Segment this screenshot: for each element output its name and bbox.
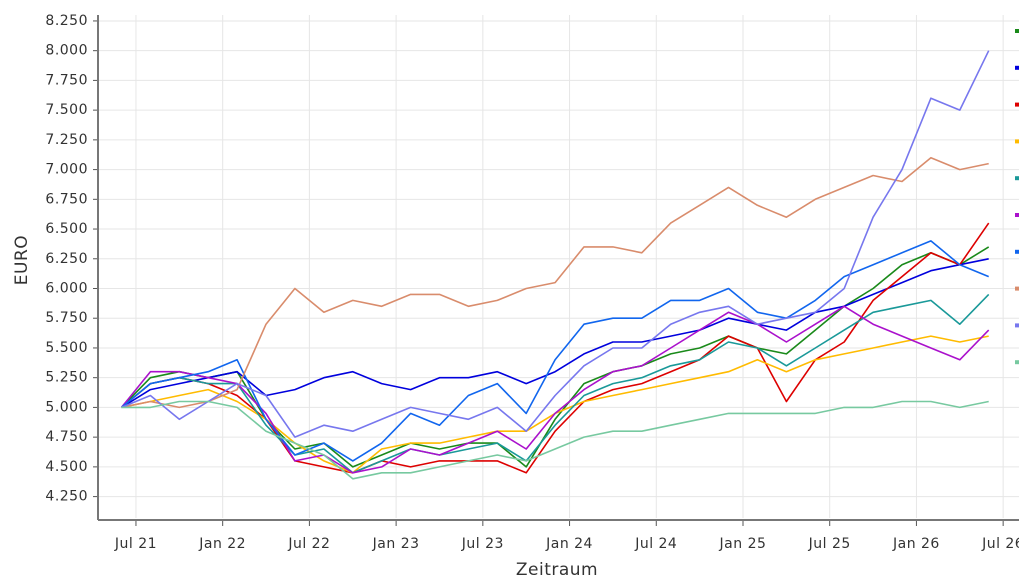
y-tick-label: 5.500 <box>45 340 88 356</box>
x-tick-label: Jul 22 <box>287 536 330 552</box>
y-tick-label: 4.250 <box>45 489 88 505</box>
y-tick-label: 7.250 <box>45 132 88 148</box>
x-axis-label: Zeitraum <box>516 560 598 580</box>
x-tick-label: Jan 23 <box>372 536 420 552</box>
x-tick-label: Jul 26 <box>981 536 1019 552</box>
series-line <box>120 305 990 474</box>
series-line <box>121 156 989 409</box>
legend-marker <box>1015 65 1019 70</box>
y-tick-label: 6.000 <box>45 280 88 296</box>
x-tick-label: Jul 21 <box>114 536 157 552</box>
series-line <box>120 240 990 462</box>
legend-marker <box>1015 139 1019 144</box>
legend-marker <box>1015 176 1019 181</box>
y-axis-label: EURO <box>12 235 32 285</box>
legend-marker <box>1015 323 1019 328</box>
y-tick-label: 5.750 <box>45 310 88 326</box>
legend-marker <box>1015 249 1019 254</box>
legend-marker <box>1015 213 1019 217</box>
legend-marker <box>1015 360 1019 365</box>
x-tick-label: Jul 24 <box>634 536 677 552</box>
y-tick-label: 6.750 <box>45 191 88 207</box>
y-tick-label: 8.250 <box>45 13 88 29</box>
legend-marker <box>1015 29 1019 33</box>
series-line <box>120 293 990 474</box>
y-tick-label: 4.500 <box>45 459 88 475</box>
y-tick-label: 5.000 <box>45 399 88 415</box>
series-line <box>121 50 990 438</box>
y-tick-label: 4.750 <box>45 429 88 445</box>
legend-marker <box>1015 286 1019 291</box>
y-tick-label: 6.250 <box>45 251 88 267</box>
x-tick-label: Jan 25 <box>719 536 767 552</box>
y-tick-label: 7.500 <box>45 102 88 118</box>
x-tick-label: Jul 23 <box>461 536 504 552</box>
legend-marker <box>1015 102 1019 107</box>
y-tick-label: 7.750 <box>45 72 88 88</box>
x-tick-label: Jan 26 <box>892 536 940 552</box>
y-tick-label: 6.500 <box>45 221 88 237</box>
series-line <box>121 400 989 480</box>
y-tick-label: 5.250 <box>45 370 88 386</box>
y-tick-label: 7.000 <box>45 162 88 178</box>
x-tick-label: Jan 24 <box>545 536 593 552</box>
x-tick-label: Jul 25 <box>808 536 851 552</box>
y-tick-label: 8.000 <box>45 43 88 59</box>
x-tick-label: Jan 22 <box>198 536 246 552</box>
series-line <box>121 258 989 409</box>
